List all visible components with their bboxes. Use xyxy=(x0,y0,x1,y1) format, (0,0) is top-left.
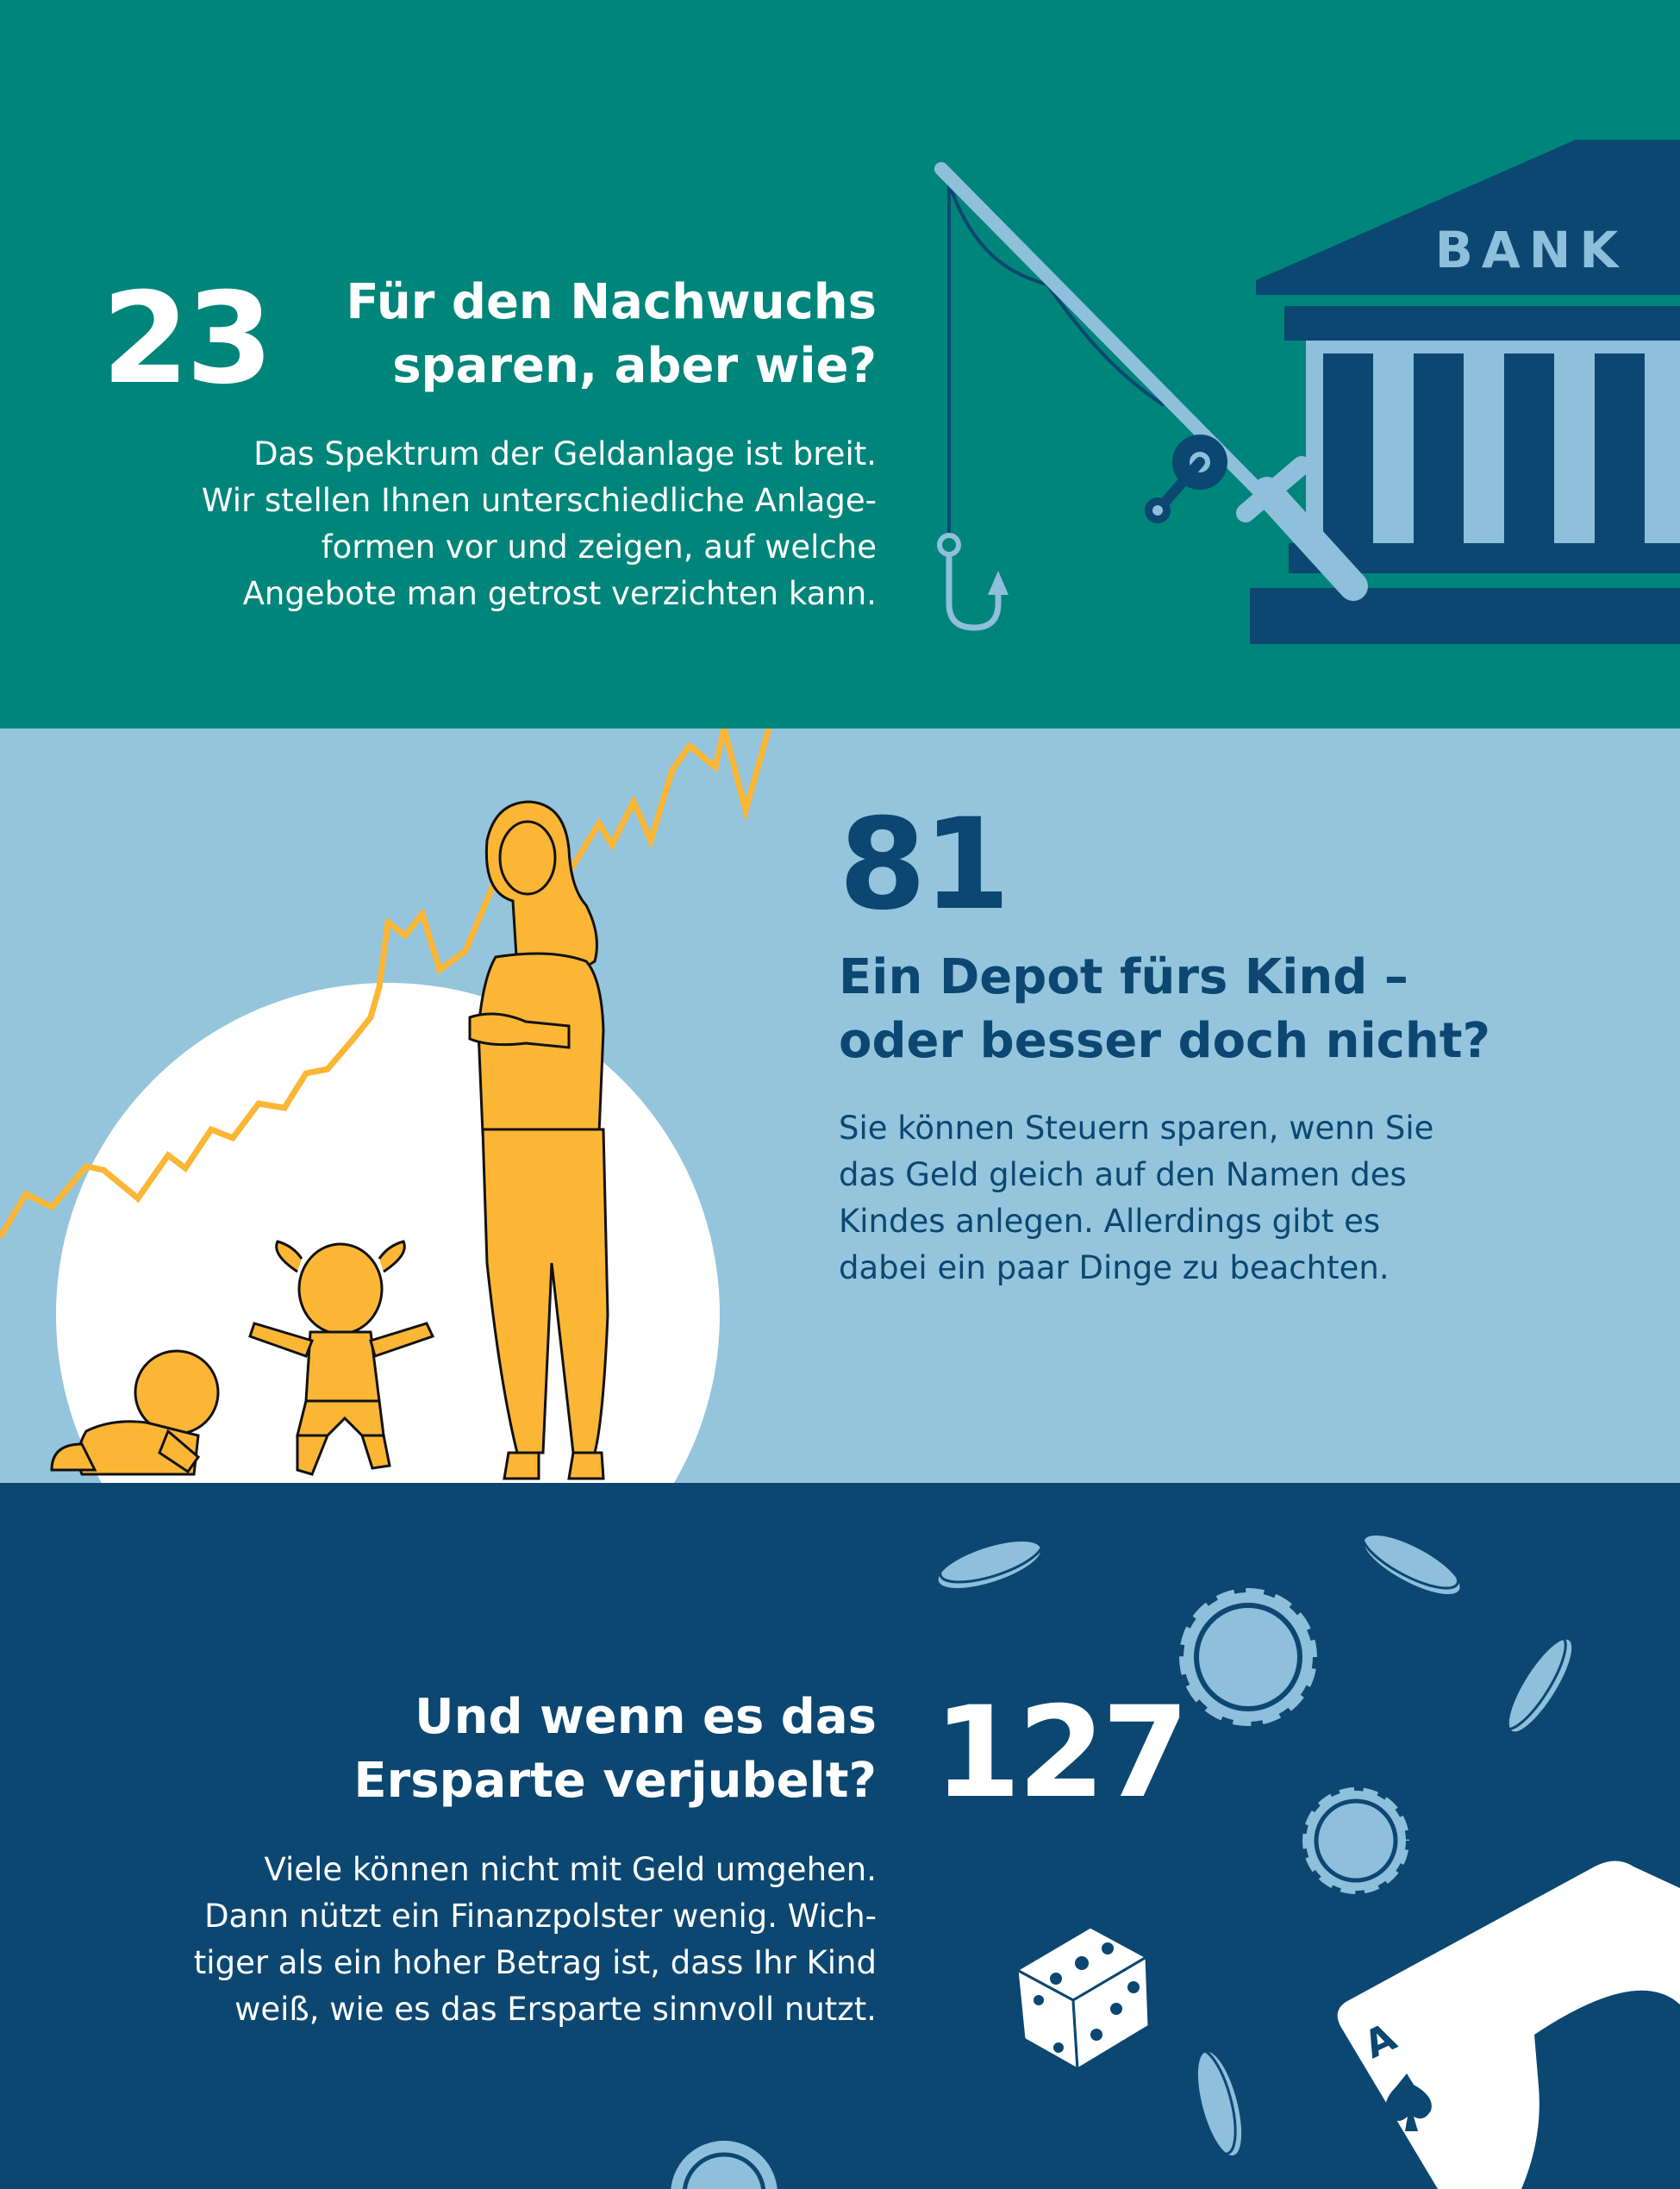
teaser-body-line: weiß, wie es das Ersparte sinnvoll nutzt… xyxy=(234,1991,877,2028)
teaser-title-line: Für den Nachwuchs xyxy=(346,274,877,330)
teaser-section-2[interactable]: 81 Ein Depot fürs Kind – oder besser doc… xyxy=(0,729,1680,1483)
teaser-body-line: Viele können nicht mit Geld umgehen. xyxy=(264,1851,877,1888)
teaser-body-line: Sie können Steuern sparen, wenn Sie xyxy=(839,1110,1434,1147)
page-number-127[interactable]: 127 xyxy=(934,1679,1190,1826)
teaser-body-line: dabei ein paar Dinge zu beachten. xyxy=(839,1249,1390,1286)
page-number-23[interactable]: 23 xyxy=(102,266,273,412)
teaser-title-line: sparen, aber wie? xyxy=(392,338,877,394)
teaser-body-line: Das Spektrum der Geldanlage ist breit. xyxy=(253,435,877,472)
teaser-body-line: Dann nützt ein Finanzpolster wenig. Wich… xyxy=(204,1898,877,1935)
teaser-body: Sie können Steuern sparen, wenn Sie das … xyxy=(839,1105,1433,1292)
casino-chip-icon xyxy=(1502,1635,1572,1732)
teaser-title[interactable]: Ein Depot fürs Kind – oder besser doch n… xyxy=(839,946,1490,1073)
teaser-section-3[interactable]: A Und wenn es das Ersparte verjubelt? 12… xyxy=(0,1483,1680,2189)
bank-building-icon xyxy=(1250,140,1680,644)
teaser-section-1[interactable]: BANK 23 Für den Nachwuchs sparen, aber w… xyxy=(0,0,1680,729)
teaser-body-line: tiger als ein hoher Betrag ist, dass Ihr… xyxy=(193,1944,877,1981)
bank-label: BANK xyxy=(1435,221,1627,279)
teaser-title-line: oder besser doch nicht? xyxy=(839,1013,1490,1069)
fish-hook-icon xyxy=(937,533,1009,631)
girl-icon xyxy=(248,1240,435,1476)
casino-chip-icon xyxy=(1360,1528,1460,1595)
casino-chip-icon xyxy=(938,1534,1044,1588)
gambling-illustration: A xyxy=(671,1528,1680,2189)
bank-illustration: BANK xyxy=(934,140,1680,644)
teaser-body-line: Kindes anlegen. Allerdings gibt es xyxy=(839,1203,1381,1240)
teaser-body: Das Spektrum der Geldanlage ist breit. W… xyxy=(202,431,877,617)
casino-chip-icon xyxy=(1299,1784,1413,1898)
teaser-title[interactable]: Für den Nachwuchs sparen, aber wie? xyxy=(346,271,877,398)
page-number-81[interactable]: 81 xyxy=(839,791,1010,938)
teaser-body-line: Wir stellen Ihnen unterschiedliche Anlag… xyxy=(201,482,877,519)
dice-icon xyxy=(1014,1925,1151,2072)
teaser-title[interactable]: Und wenn es das Ersparte verjubelt? xyxy=(353,1686,877,1813)
mother-icon xyxy=(468,800,609,1480)
teaser-body-line: formen vor und zeigen, auf welche xyxy=(321,528,877,566)
teaser-title-line: Und wenn es das xyxy=(415,1689,877,1745)
rising-chart-line-icon xyxy=(0,729,772,1239)
teaser-body-line: Angebote man getrost verzichten kann. xyxy=(242,575,877,612)
teaser-body: Viele können nicht mit Geld umgehen. Dan… xyxy=(194,1847,877,2033)
teaser-title-line: Ersparte verjubelt? xyxy=(353,1753,877,1809)
crawling-baby-icon xyxy=(50,1349,220,1476)
teaser-body-line: das Geld gleich auf den Namen des xyxy=(839,1156,1407,1193)
casino-chip-icon xyxy=(1190,2048,1242,2156)
family-illustration xyxy=(0,729,772,1483)
casino-chip-icon xyxy=(671,2141,778,2189)
casino-chip-icon xyxy=(1175,1584,1321,1730)
teaser-title-line: Ein Depot fürs Kind – xyxy=(839,949,1408,1005)
ace-of-spades-card-icon: A xyxy=(1337,1861,1680,2189)
fishing-rod-icon xyxy=(934,162,1368,601)
